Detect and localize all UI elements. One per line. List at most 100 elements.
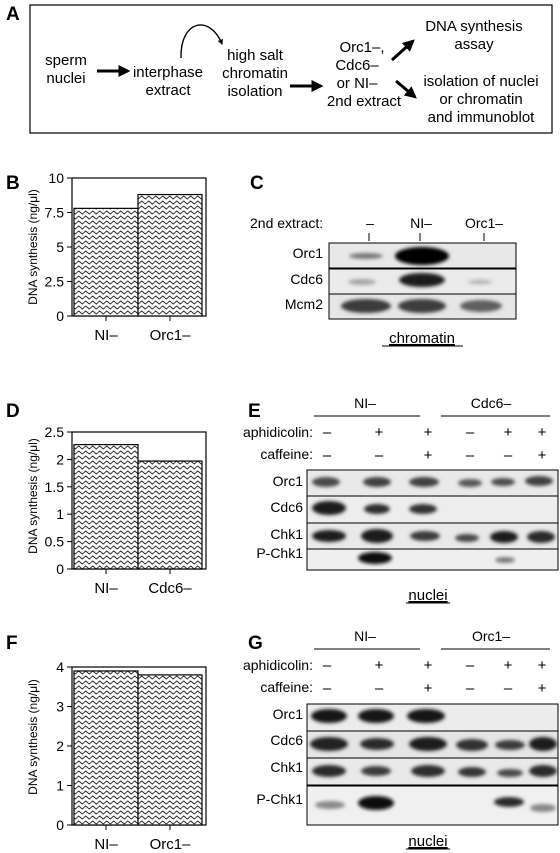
treatment-symbol: – [504, 447, 513, 464]
band [349, 253, 383, 259]
arrow [390, 39, 415, 62]
y-tick-label: 1 [56, 778, 64, 794]
step-text: interphase [133, 64, 203, 81]
x-tick-label: Cdc6– [148, 580, 192, 597]
row-label: Chk1 [270, 759, 303, 775]
y-axis-label: DNA synthesis (ng/μl) [26, 679, 40, 795]
treatment-symbol: + [504, 657, 513, 674]
y-tick-label: 0 [56, 561, 64, 577]
treatment-symbol: – [375, 680, 384, 697]
x-tick-label: Orc1– [150, 327, 192, 344]
panel-a: A sperm nuclei interphase extract high s… [6, 4, 553, 134]
band [341, 299, 391, 313]
y-tick-label: 0 [56, 817, 64, 833]
treatment-symbol: + [504, 424, 513, 441]
row-label: Orc1 [273, 473, 304, 489]
step-interphase-extract: interphase extract [133, 64, 203, 99]
x-tick-label: NI– [94, 580, 118, 597]
treatment-symbol: – [466, 447, 475, 464]
y-tick-label: 4 [56, 659, 64, 675]
treatment-symbol: + [424, 447, 433, 464]
step-sperm-nuclei: sperm nuclei [45, 52, 87, 87]
panel-e-label: E [248, 401, 261, 422]
treatment-label: aphidicolin: [243, 657, 313, 673]
blot-strip-cdc6 [328, 268, 517, 295]
step-high-salt-isolation: high salt chromatin isolation [222, 47, 288, 100]
step-text: assay [454, 36, 494, 53]
group-label: NI– [354, 395, 376, 411]
panel-b-label: B [6, 173, 20, 194]
lane-label: Orc1– [465, 215, 503, 231]
bar [137, 193, 203, 317]
curved-arrow [180, 24, 223, 59]
group-label: NI– [354, 628, 376, 644]
step-text: isolation [227, 83, 282, 100]
blot-strip-mcm2 [328, 293, 517, 320]
y-tick-label: 10 [48, 170, 64, 186]
row-label: Orc1 [293, 245, 324, 261]
step-text: 2nd extract [327, 93, 402, 110]
panel-d-label: D [6, 401, 20, 422]
step-dna-synthesis-assay: DNA synthesis assay [425, 18, 523, 53]
treatment-symbol: – [323, 680, 332, 697]
blot-strip-orc1 [306, 703, 559, 732]
step-text: Cdc6– [335, 57, 379, 74]
band [460, 300, 502, 312]
step-isolation-immunoblot: isolation of nuclei or chromatin and imm… [423, 73, 538, 126]
y-tick-label: 2.5 [45, 274, 65, 290]
panel-a-frame [29, 4, 553, 134]
group-label: Orc1– [472, 628, 510, 644]
panel-g: G NI– Orc1– aphidicolin: caffeine: – + + – +… [243, 628, 559, 850]
bar-chart-f: 0 1 2 3 4 NI– Orc1– [56, 659, 207, 853]
treatment-symbol: + [375, 424, 384, 441]
step-text: nuclei [46, 70, 85, 87]
treatment-symbol: + [424, 424, 433, 441]
group-label: Cdc6– [471, 395, 512, 411]
treatment-symbol: – [504, 680, 513, 697]
band [398, 299, 446, 313]
blot-strip-cdc6 [306, 495, 559, 524]
row-label: P-Chk1 [256, 791, 303, 807]
step-text: high salt [227, 47, 284, 64]
bar [73, 444, 139, 570]
band [395, 247, 449, 265]
band [348, 279, 376, 285]
x-tick-label: NI– [94, 327, 118, 344]
step-text: sperm [45, 52, 87, 69]
treatment-symbol: + [538, 447, 547, 464]
step-text: DNA synthesis [425, 18, 523, 35]
y-tick-label: 0.5 [45, 534, 65, 550]
y-tick-label: 2.5 [45, 424, 65, 440]
row-label: P-Chk1 [256, 545, 303, 561]
lane-label: NI– [410, 215, 432, 231]
row-label: Cdc6 [270, 499, 303, 515]
blot-strip-chk1 [306, 522, 559, 550]
panel-g-label: G [248, 633, 263, 654]
blot-caption: nuclei [408, 833, 447, 850]
treatment-symbol: + [538, 657, 547, 674]
bar [137, 674, 203, 826]
panel-a-label: A [6, 4, 20, 25]
treatment-symbol: – [323, 447, 332, 464]
y-tick-label: 5 [56, 239, 64, 255]
blot-header-label: 2nd extract: [250, 215, 323, 231]
band [468, 279, 492, 285]
bar-chart-d: 0 0.5 1 1.5 2 2.5 NI– Cdc6– [45, 424, 207, 597]
blot-caption: nuclei [408, 587, 447, 604]
y-tick-label: 3 [56, 699, 64, 715]
x-tick-label: Orc1– [150, 836, 192, 853]
row-label: Cdc6 [290, 271, 323, 287]
lane-label: – [366, 215, 374, 231]
step-text: extract [145, 82, 191, 99]
panel-b: B DNA synthesis (ng/μl) 0 2.5 5 7.5 10 NI– Orc… [6, 170, 207, 344]
treatment-symbol: + [375, 657, 384, 674]
y-tick-label: 7.5 [45, 205, 65, 221]
treatment-symbol: + [538, 680, 547, 697]
row-label: Mcm2 [285, 296, 323, 312]
panel-f-label: F [6, 633, 18, 654]
step-text: or chromatin [439, 91, 522, 108]
step-second-extract: Orc1–, Cdc6– or NI– 2nd extract [327, 39, 402, 110]
treatment-symbol: – [466, 657, 475, 674]
treatment-symbol: – [375, 447, 384, 464]
